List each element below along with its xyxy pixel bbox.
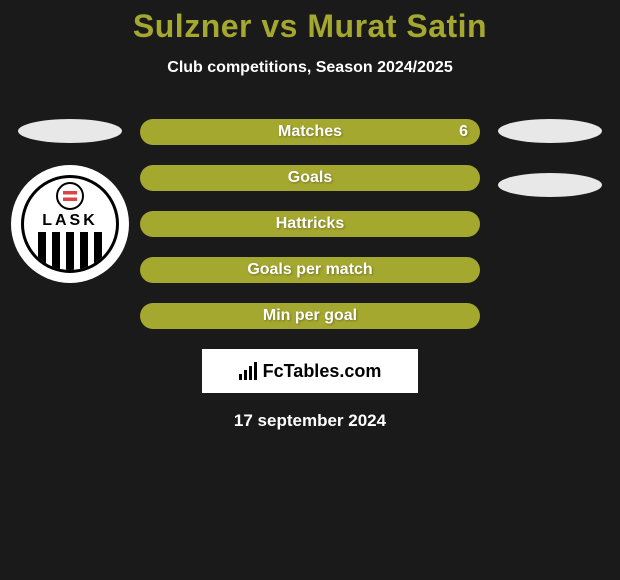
stat-bar-matches: Matches 6: [140, 119, 480, 145]
stats-column: Matches 6 Goals Hattricks Goals per matc…: [140, 119, 480, 329]
stat-bar-min-per-goal: Min per goal: [140, 303, 480, 329]
subtitle: Club competitions, Season 2024/2025: [0, 59, 620, 77]
brand-box: FcTables.com: [202, 349, 418, 393]
player-ellipse-right-2: [498, 173, 602, 197]
stat-label: Matches: [278, 123, 342, 141]
brand-chart-icon: [239, 362, 257, 380]
stat-label: Goals per match: [247, 261, 372, 279]
badge-text: LASK: [42, 212, 98, 230]
page-title: Sulzner vs Murat Satin: [0, 8, 620, 45]
date-text: 17 september 2024: [0, 411, 620, 431]
right-column: [490, 119, 610, 197]
stat-label: Min per goal: [263, 307, 357, 325]
club-badge-left: LASK: [11, 165, 129, 283]
stat-value-right: 6: [459, 123, 468, 141]
brand-text: FcTables.com: [263, 361, 382, 382]
infographic-container: Sulzner vs Murat Satin Club competitions…: [0, 0, 620, 431]
left-column: LASK: [10, 119, 130, 283]
stat-bar-goals: Goals: [140, 165, 480, 191]
stat-label: Goals: [288, 169, 332, 187]
badge-emblem-icon: [56, 182, 84, 210]
main-row: LASK Matches 6 Goals: [0, 119, 620, 329]
badge-stripes: [24, 232, 116, 270]
player-ellipse-left: [18, 119, 122, 143]
stat-bar-hattricks: Hattricks: [140, 211, 480, 237]
stat-label: Hattricks: [276, 215, 344, 233]
stat-bar-goals-per-match: Goals per match: [140, 257, 480, 283]
club-badge-inner: LASK: [21, 175, 119, 273]
player-ellipse-right-1: [498, 119, 602, 143]
